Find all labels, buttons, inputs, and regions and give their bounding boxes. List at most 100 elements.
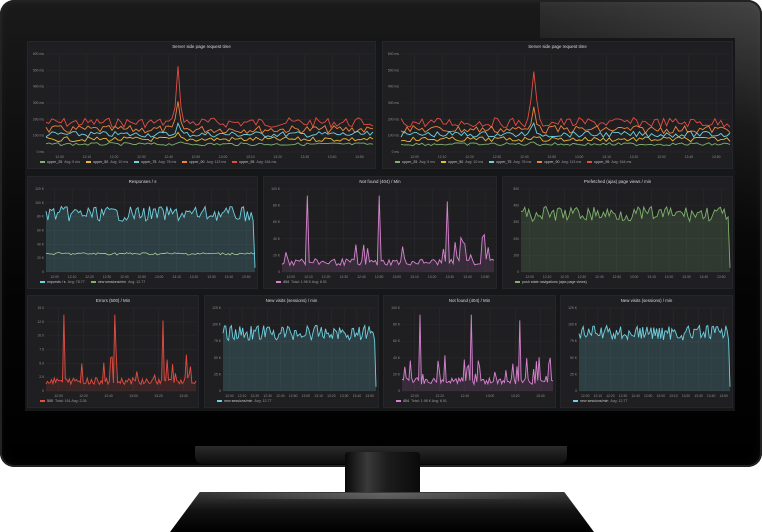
x-tick-label: 13:20 xyxy=(154,394,163,398)
series-area xyxy=(579,325,730,391)
x-tick-label: 13:40 xyxy=(328,155,337,159)
x-tick-label: 12:10 xyxy=(543,275,552,279)
panel-new-visits-a[interactable]: New visits (sessions) / min 125 K 100 K 75… xyxy=(204,295,379,408)
legend-item[interactable]: upper_90 Avg: 113 ms xyxy=(182,160,226,164)
y-tick-label: 60 K xyxy=(37,229,45,233)
x-tick-label: 13:00 xyxy=(129,394,138,398)
panel-responses[interactable]: Responses / s 120 K 100 K 80 K 60 K 40 K 20 K… xyxy=(27,176,258,289)
legend-item[interactable]: upper_95 Avg: 164 ms xyxy=(232,160,276,164)
y-tick-label: 100 ms xyxy=(33,134,44,138)
y-tick-label: 0 xyxy=(278,270,280,274)
x-tick-label: 13:50 xyxy=(481,275,490,279)
legend-item[interactable]: 500 Total: 161 Avg: 2.26 xyxy=(40,399,87,403)
legend-stat: Avg: 78 ms xyxy=(158,160,177,164)
x-tick-label: 13:20 xyxy=(665,275,674,279)
x-tick-label: 12:10 xyxy=(304,275,313,279)
panel-request-time-left[interactable]: Server side page request time 600 ms 500 … xyxy=(27,41,376,169)
x-tick-label: 12:00 xyxy=(410,155,419,159)
legend-label: 500 xyxy=(47,399,53,403)
series-line xyxy=(400,121,731,138)
y-tick-label: 0 ms xyxy=(392,150,400,154)
legend-label: upper_90 xyxy=(189,160,205,164)
y-tick-label: 125 K xyxy=(568,306,578,310)
legend-item[interactable]: upper_25 Avg: 5 ms xyxy=(40,160,80,164)
x-tick-label: 13:20 xyxy=(327,394,336,398)
legend-stat: Avg: 12.77 xyxy=(610,399,628,403)
legend-item[interactable]: new sessions/min Avg: 12.77 xyxy=(217,399,272,403)
legend-item[interactable]: upper_25 Avg: 5 ms xyxy=(395,160,435,164)
x-tick-label: 13:40 xyxy=(707,394,716,398)
series-line xyxy=(400,141,731,147)
x-tick-label: 12:00 xyxy=(54,394,63,398)
x-tick-label: 13:10 xyxy=(647,275,656,279)
graph-area: 120 K 100 K 80 K 60 K 40 K 20 K 0 12:00 12:10 12:… xyxy=(35,187,256,279)
x-tick-label: 12:40 xyxy=(461,394,470,398)
x-tick-label: 13:30 xyxy=(657,155,666,159)
series-line xyxy=(45,141,374,147)
legend-label: upper_25 xyxy=(402,160,418,164)
y-tick-label: 20 K xyxy=(37,256,45,260)
legend-label: upper_75 xyxy=(496,160,512,164)
panel-request-time-right[interactable]: Server side page request time 600 ms 500 … xyxy=(382,41,733,169)
legend-item[interactable]: push state navigations (ajax page views) xyxy=(515,280,589,284)
legend-label: upper_25 xyxy=(47,160,63,164)
y-tick-label: 50 K xyxy=(570,356,578,360)
x-tick-label: 12:10 xyxy=(594,394,603,398)
x-tick-label: 13:40 xyxy=(685,155,694,159)
x-tick-label: 13:20 xyxy=(630,155,639,159)
y-tick-label: 200 ms xyxy=(33,117,44,121)
legend-item[interactable]: 404 Total: 1.98 K Avg: 8.91 xyxy=(276,280,327,284)
panel-new-visits-b[interactable]: New visits (sessions) / min 125 K 100 K 75… xyxy=(560,295,733,408)
x-tick-label: 12:20 xyxy=(322,275,331,279)
legend-stat: Avg: 5 ms xyxy=(64,160,81,164)
x-tick-label: 13:40 xyxy=(225,275,234,279)
x-tick-label: 12:30 xyxy=(578,275,587,279)
panel-title: Not found (404) / Min xyxy=(448,298,491,303)
legend-label: 404 xyxy=(283,280,289,284)
y-tick-label: 25 K xyxy=(214,372,222,376)
legend-item[interactable]: 404 Total: 1.98 K Avg: 8.91 xyxy=(396,399,447,403)
legend-item[interactable]: upper_95 Avg: 164 ms xyxy=(587,160,631,164)
legend-item[interactable]: upper_75 Avg: 78 ms xyxy=(134,160,176,164)
panel-not-found-bottom[interactable]: Not found (404) / Min 100 K 80 K 60 K 40 K 2… xyxy=(383,295,556,408)
y-tick-label: 100 K xyxy=(391,306,401,310)
panel-not-found-top[interactable]: Not found (404) / Min 100 K 80 K 60 K 40 K 2… xyxy=(263,176,497,289)
legend-item[interactable]: upper_90 Avg: 113 ms xyxy=(537,160,581,164)
y-tick-label: 20 K xyxy=(273,253,281,257)
y-tick-label: 400 ms xyxy=(33,85,44,89)
legend-swatch-icon xyxy=(232,161,238,163)
x-tick-label: 13:20 xyxy=(190,275,199,279)
series-area xyxy=(46,314,196,391)
x-tick-label: 13:00 xyxy=(575,155,584,159)
legend-item[interactable]: new sessions/min Avg: 12.77 xyxy=(90,280,145,284)
x-tick-label: 12:00 xyxy=(581,394,590,398)
x-tick-label: 12:30 xyxy=(340,275,349,279)
x-tick-label: 13:10 xyxy=(410,275,419,279)
legend-item[interactable]: new sessions/min Avg: 12.77 xyxy=(573,399,628,403)
legend-item[interactable]: upper_50 Avg: 10 ms xyxy=(86,160,128,164)
monitor-stand-shine xyxy=(205,493,559,499)
x-tick-label: 13:30 xyxy=(694,394,703,398)
x-tick-label: 12:20 xyxy=(560,275,569,279)
legend-stat: Avg: 164 ms xyxy=(256,160,277,164)
legend-stat: Avg: 164 ms xyxy=(611,160,632,164)
panel-title: Responses / s xyxy=(128,179,157,184)
monitor-stand-base xyxy=(170,492,594,532)
panel-prefetched[interactable]: Prefetched (ajax) page views / min 500 40… xyxy=(502,176,733,289)
panel-errors[interactable]: Errors (500) / Min 15.0 12.5 10.0 7.5 5.0 2.5… xyxy=(27,295,199,408)
legend-swatch-icon xyxy=(396,400,401,402)
legend-stat: Total: 161 Avg: 2.26 xyxy=(55,399,87,403)
legend-item[interactable]: upper_50 Avg: 10 ms xyxy=(441,160,483,164)
y-tick-label: 75 K xyxy=(214,339,222,343)
legend-item[interactable]: upper_75 Avg: 78 ms xyxy=(489,160,531,164)
y-tick-label: 300 ms xyxy=(33,101,44,105)
x-tick-label: 13:00 xyxy=(393,275,402,279)
legend-item[interactable]: requests / s Avg: 78.77 xyxy=(40,280,85,284)
legend-label: 404 xyxy=(403,399,409,403)
y-tick-label: 300 ms xyxy=(388,101,399,105)
x-tick-label: 13:10 xyxy=(172,275,181,279)
legend-swatch-icon xyxy=(537,161,543,163)
x-tick-label: 13:20 xyxy=(273,155,282,159)
y-tick-label: 0 xyxy=(219,389,221,393)
